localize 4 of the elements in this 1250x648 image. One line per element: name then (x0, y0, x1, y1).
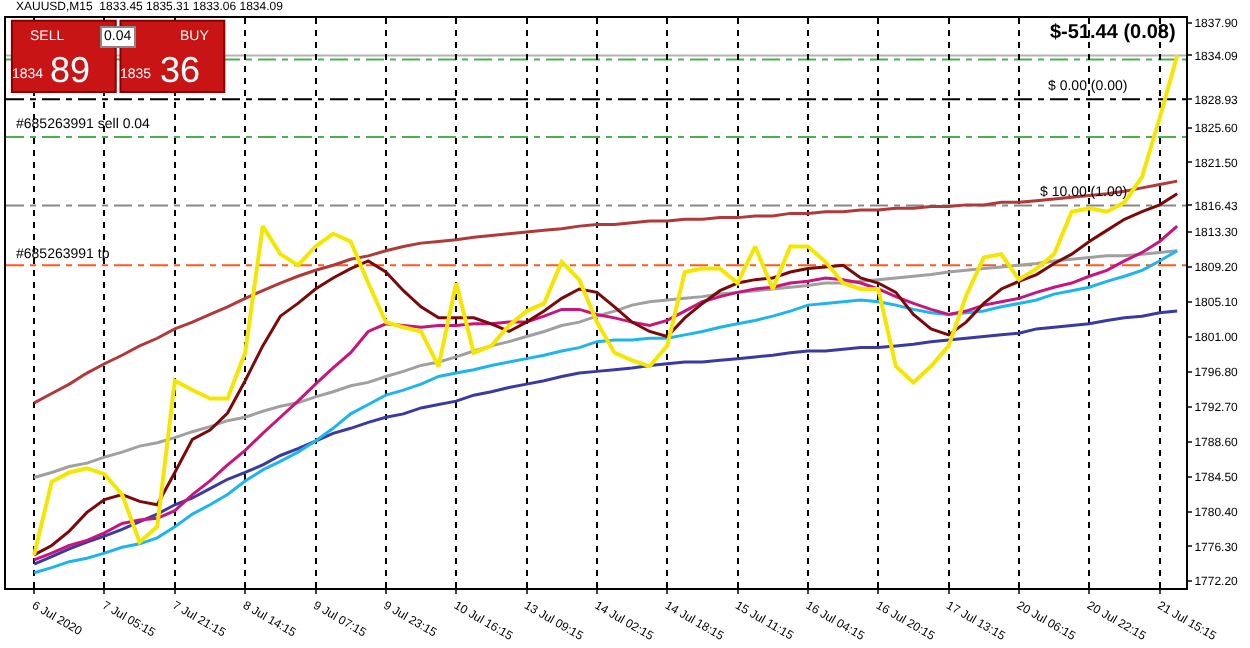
line-series (32, 309, 1179, 566)
annotation: 89 (50, 50, 91, 90)
annotation: 36 (160, 50, 201, 90)
annotation: $-51.44 (0.08) (1050, 22, 1176, 44)
